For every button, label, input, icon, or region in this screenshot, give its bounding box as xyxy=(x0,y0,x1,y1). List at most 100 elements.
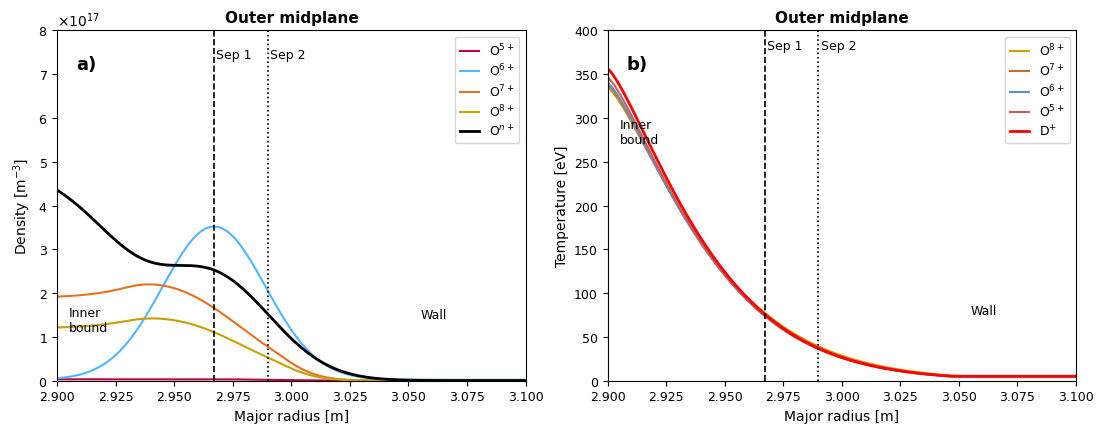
Text: Wall: Wall xyxy=(970,304,997,317)
X-axis label: Major radius [m]: Major radius [m] xyxy=(234,409,349,423)
O$^{6+}$ xyxy=(1001,374,1014,379)
O$^{5+}$ xyxy=(864,364,877,369)
D$^{+}$ xyxy=(832,354,845,359)
O$^{5+}$ xyxy=(340,378,354,383)
D$^{+}$ xyxy=(1001,374,1014,379)
O$^{8+}$ xyxy=(538,378,551,383)
O$^{n+}$ xyxy=(538,378,551,383)
O$^{6+}$ xyxy=(835,355,849,361)
Line: O$^{8+}$: O$^{8+}$ xyxy=(57,319,545,381)
O$^{7+}$ xyxy=(51,294,64,299)
O$^{8+}$ xyxy=(1001,375,1014,380)
O$^{7+}$ xyxy=(315,374,328,379)
O$^{8+}$ xyxy=(451,378,464,383)
D$^{+}$ xyxy=(945,374,958,379)
O$^{5+}$ xyxy=(946,374,959,379)
O$^{7+}$ xyxy=(891,368,904,373)
Line: D$^{+}$: D$^{+}$ xyxy=(608,70,1095,376)
X-axis label: Major radius [m]: Major radius [m] xyxy=(785,409,899,423)
O$^{7+}$ xyxy=(1077,375,1091,380)
O$^{n+}$ xyxy=(526,378,539,383)
O$^{n+}$ xyxy=(282,333,295,339)
Line: O$^{7+}$: O$^{7+}$ xyxy=(57,285,545,381)
O$^{7+}$ xyxy=(451,378,464,383)
O$^{7+}$ xyxy=(1001,375,1014,380)
Title: Outer midplane: Outer midplane xyxy=(775,11,908,26)
Line: O$^{5+}$: O$^{5+}$ xyxy=(57,379,545,381)
Line: O$^{8+}$: O$^{8+}$ xyxy=(608,88,1095,377)
O$^{6+}$ xyxy=(951,374,965,379)
Text: b): b) xyxy=(627,56,648,74)
O$^{7+}$ xyxy=(835,355,849,360)
O$^{5+}$ xyxy=(891,368,904,374)
Text: Wall: Wall xyxy=(420,309,446,322)
O$^{6+}$ xyxy=(538,377,551,382)
O$^{5+}$ xyxy=(538,378,551,383)
O$^{5+}$ xyxy=(832,355,845,360)
Line: O$^{n+}$: O$^{n+}$ xyxy=(57,191,545,381)
O$^{n+}$ xyxy=(51,188,64,193)
O$^{6+}$ xyxy=(1077,374,1091,379)
Line: O$^{7+}$: O$^{7+}$ xyxy=(608,85,1095,377)
O$^{8+}$ xyxy=(283,365,296,371)
O$^{8+}$ xyxy=(835,353,849,358)
O$^{6+}$ xyxy=(1088,374,1102,379)
D$^{+}$ xyxy=(835,355,849,360)
O$^{5+}$ xyxy=(601,76,614,81)
O$^{8+}$ xyxy=(601,85,614,91)
O$^{7+}$ xyxy=(832,354,845,359)
O$^{8+}$ xyxy=(864,362,877,367)
D$^{+}$ xyxy=(864,363,877,368)
Text: Sep 1: Sep 1 xyxy=(217,49,252,62)
D$^{+}$ xyxy=(1077,374,1091,379)
Line: O$^{6+}$: O$^{6+}$ xyxy=(57,227,545,380)
O$^{n+}$ xyxy=(314,359,327,364)
O$^{8+}$ xyxy=(146,316,159,321)
D$^{+}$ xyxy=(1088,374,1102,379)
O$^{7+}$ xyxy=(959,375,972,380)
O$^{5+}$ xyxy=(285,378,298,383)
O$^{7+}$ xyxy=(143,282,156,287)
O$^{6+}$ xyxy=(864,363,877,368)
Title: Outer midplane: Outer midplane xyxy=(224,11,358,26)
Text: Sep 2: Sep 2 xyxy=(821,40,856,53)
O$^{7+}$ xyxy=(1088,375,1102,380)
Text: Sep 2: Sep 2 xyxy=(271,49,306,62)
O$^{8+}$ xyxy=(341,378,355,383)
O$^{8+}$ xyxy=(51,325,64,330)
O$^{5+}$ xyxy=(1001,374,1014,379)
O$^{6+}$ xyxy=(286,329,299,334)
O$^{5+}$ xyxy=(526,378,539,383)
O$^{6+}$ xyxy=(315,360,328,365)
O$^{5+}$ xyxy=(314,378,327,383)
O$^{5+}$ xyxy=(1088,374,1102,379)
O$^{5+}$ xyxy=(282,378,295,383)
O$^{6+}$ xyxy=(208,224,221,230)
O$^{6+}$ xyxy=(51,376,64,381)
O$^{6+}$ xyxy=(527,377,540,382)
O$^{8+}$ xyxy=(969,375,982,380)
O$^{6+}$ xyxy=(341,372,355,377)
O$^{8+}$ xyxy=(315,375,328,380)
O$^{8+}$ xyxy=(527,378,540,383)
O$^{7+}$ xyxy=(601,83,614,88)
Text: Inner
bound: Inner bound xyxy=(69,306,108,335)
O$^{6+}$ xyxy=(891,368,904,373)
O$^{6+}$ xyxy=(832,354,845,359)
Text: Sep 1: Sep 1 xyxy=(767,40,802,53)
O$^{5+}$ xyxy=(450,378,463,383)
Y-axis label: Density [m$^{-3}$]: Density [m$^{-3}$] xyxy=(11,158,33,255)
O$^{8+}$ xyxy=(286,367,299,372)
O$^{7+}$ xyxy=(341,378,355,383)
Line: O$^{6+}$: O$^{6+}$ xyxy=(608,84,1095,377)
O$^{n+}$ xyxy=(450,378,463,383)
O$^{n+}$ xyxy=(285,336,298,342)
Y-axis label: Temperature [eV]: Temperature [eV] xyxy=(555,145,569,266)
Legend: O$^{5+}$, O$^{6+}$, O$^{7+}$, O$^{8+}$, O$^{n+}$: O$^{5+}$, O$^{6+}$, O$^{7+}$, O$^{8+}$, … xyxy=(455,38,519,144)
D$^{+}$ xyxy=(891,368,904,373)
Line: O$^{5+}$: O$^{5+}$ xyxy=(608,79,1095,377)
D$^{+}$ xyxy=(601,67,614,72)
O$^{6+}$ xyxy=(283,325,296,330)
O$^{8+}$ xyxy=(832,352,845,358)
O$^{6+}$ xyxy=(451,377,464,382)
